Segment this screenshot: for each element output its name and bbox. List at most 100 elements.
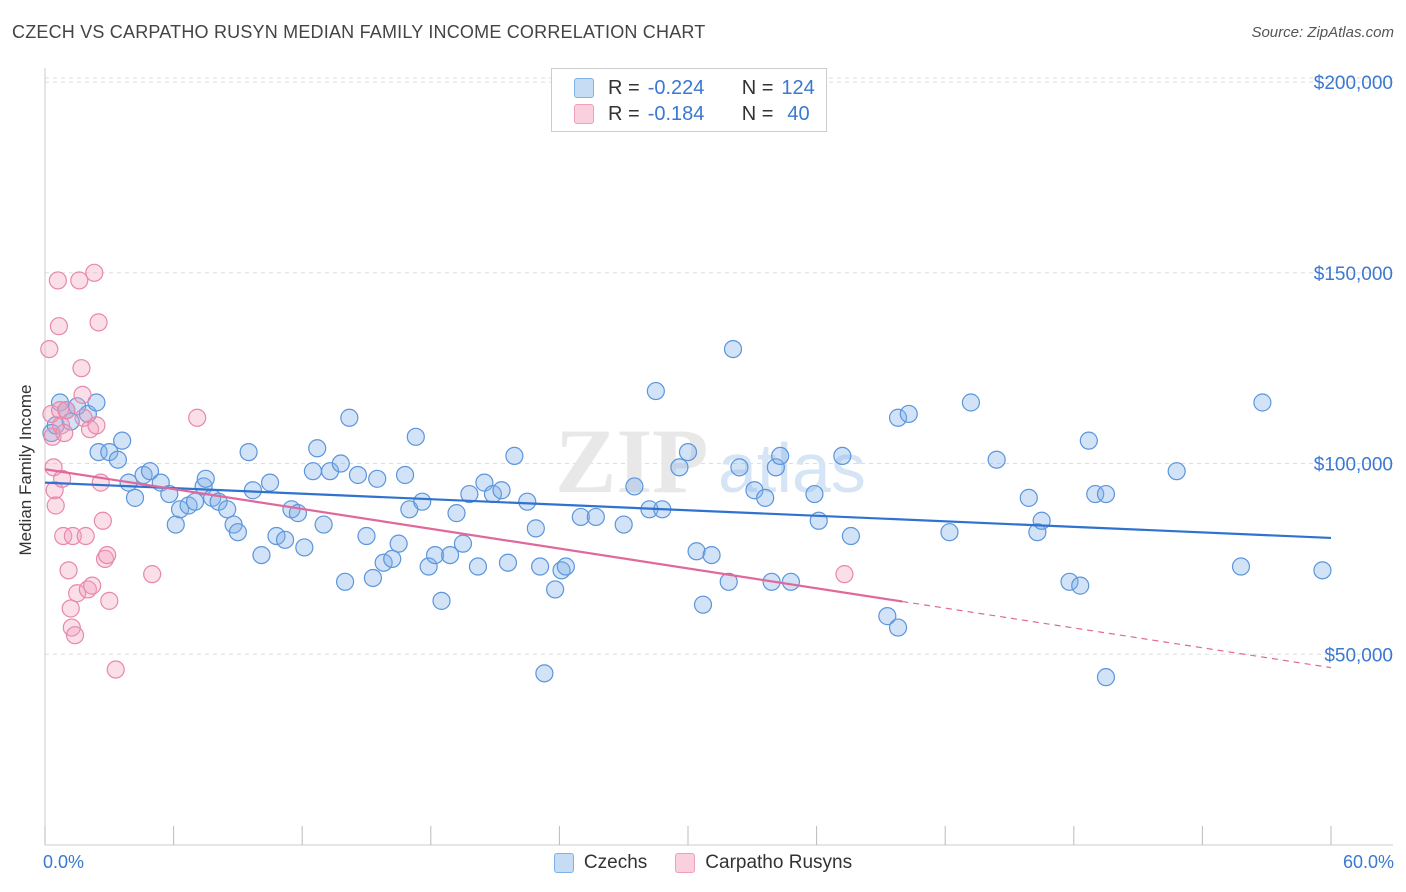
- x-min-label: 0.0%: [43, 852, 85, 872]
- watermark-atlas: atlas: [718, 429, 866, 507]
- czech-point: [228, 523, 247, 542]
- czech-point: [267, 526, 286, 546]
- axes: [44, 68, 1393, 846]
- gridlines: [45, 77, 1393, 655]
- czech-point: [546, 580, 565, 599]
- stats-legend: R = -0.224 N = 124 R = -0.184 N = 40: [551, 68, 827, 132]
- rusyn-point: [188, 408, 207, 427]
- rusyn-point: [48, 271, 67, 290]
- legend-swatch-blue: [574, 78, 594, 98]
- czech-point: [1019, 488, 1038, 507]
- legend-swatch-czechs: [553, 853, 574, 873]
- czech-point: [535, 664, 554, 683]
- czech-point: [646, 381, 665, 401]
- czech-point: [363, 568, 383, 588]
- rusyn-point: [87, 416, 106, 435]
- czech-point: [888, 618, 908, 637]
- czech-point: [987, 450, 1006, 469]
- czech-point: [678, 442, 698, 462]
- czech-point: [125, 488, 145, 507]
- rusyn-point: [59, 561, 78, 580]
- czech-point: [492, 481, 511, 500]
- legend-row-czechs: R = -0.224 N = 124: [574, 76, 815, 100]
- czech-point: [314, 515, 333, 534]
- czech-point: [1028, 523, 1047, 542]
- czech-point: [1071, 576, 1090, 595]
- czech-point: [805, 484, 824, 504]
- rusyn-point: [89, 313, 108, 332]
- czech-point: [723, 339, 743, 359]
- czech-point: [453, 534, 473, 553]
- watermark: ZIP atlas: [555, 410, 866, 512]
- legend-row-rusyns: R = -0.184 N = 40: [574, 102, 810, 126]
- y-tick-label: $50,000: [1324, 645, 1393, 666]
- czech-point: [87, 393, 106, 412]
- czech-point: [348, 465, 368, 485]
- rusyn-point: [98, 545, 117, 565]
- legend-n-value: 40: [787, 102, 810, 125]
- czech-point: [395, 465, 415, 485]
- czech-point: [625, 477, 644, 496]
- czech-point: [406, 427, 425, 446]
- y-tick-labels: $50,000 $100,000 $150,000 $200,000: [1314, 73, 1393, 666]
- rusyn-point: [835, 565, 854, 584]
- czech-point: [1313, 561, 1332, 580]
- czech-point: [185, 492, 205, 511]
- czech-point: [1079, 431, 1098, 450]
- czech-point: [166, 515, 185, 534]
- rusyn-point: [49, 317, 69, 336]
- czech-point: [331, 454, 350, 473]
- czech-point: [460, 484, 479, 504]
- rusyn-trend-line: [44, 468, 903, 603]
- legend-r-value: -0.184: [647, 102, 705, 125]
- czech-point: [756, 488, 775, 507]
- czech-point: [440, 545, 460, 565]
- czech-point: [108, 450, 127, 469]
- czech-point: [113, 431, 132, 450]
- czech-point: [687, 542, 706, 561]
- rusyn-point: [73, 385, 92, 404]
- czech-point: [531, 557, 550, 576]
- legend-r-value: -0.224: [647, 76, 705, 99]
- czech-point: [702, 545, 721, 565]
- czech-point: [961, 393, 981, 412]
- rusyn-points: [40, 263, 854, 679]
- chart-title: CZECH VS CARPATHO RUSYN MEDIAN FAMILY IN…: [12, 22, 706, 42]
- czech-point: [771, 446, 790, 466]
- legend-n-value: 124: [781, 76, 815, 99]
- legend-swatch-rusyns: [675, 853, 696, 873]
- czech-point: [89, 442, 108, 462]
- rusyn-point: [70, 271, 89, 290]
- legend-label-rusyns: Carpatho Rusyns: [705, 852, 853, 873]
- rusyn-point: [68, 584, 87, 603]
- legend-r-label: R =: [608, 76, 640, 99]
- czech-point: [1167, 462, 1186, 481]
- legend-n-label: N =: [741, 76, 774, 99]
- czech-point: [888, 408, 908, 427]
- czech-point: [833, 446, 852, 466]
- czech-point: [556, 557, 575, 576]
- source-label: Source: ZipAtlas.com: [1251, 24, 1394, 41]
- czech-point: [374, 553, 393, 572]
- legend-n-label: N =: [741, 102, 774, 125]
- czech-point: [308, 439, 327, 458]
- czech-point: [899, 404, 918, 424]
- czech-point: [498, 553, 518, 572]
- czech-point: [239, 442, 258, 462]
- czech-point: [357, 526, 376, 546]
- czech-point: [468, 557, 488, 576]
- czech-point: [1086, 484, 1105, 504]
- rusyn-point: [50, 401, 70, 420]
- rusyn-point: [93, 511, 112, 530]
- czech-point: [571, 507, 590, 527]
- czech-point: [841, 526, 860, 546]
- czech-point: [1096, 484, 1116, 504]
- czech-point: [196, 469, 215, 488]
- rusyn-point: [61, 599, 80, 618]
- czech-point: [140, 462, 160, 481]
- trend-lines: [44, 468, 1332, 669]
- czech-point: [335, 572, 355, 591]
- czech-point: [368, 469, 387, 488]
- czech-point: [1253, 393, 1272, 412]
- czech-point: [670, 458, 689, 477]
